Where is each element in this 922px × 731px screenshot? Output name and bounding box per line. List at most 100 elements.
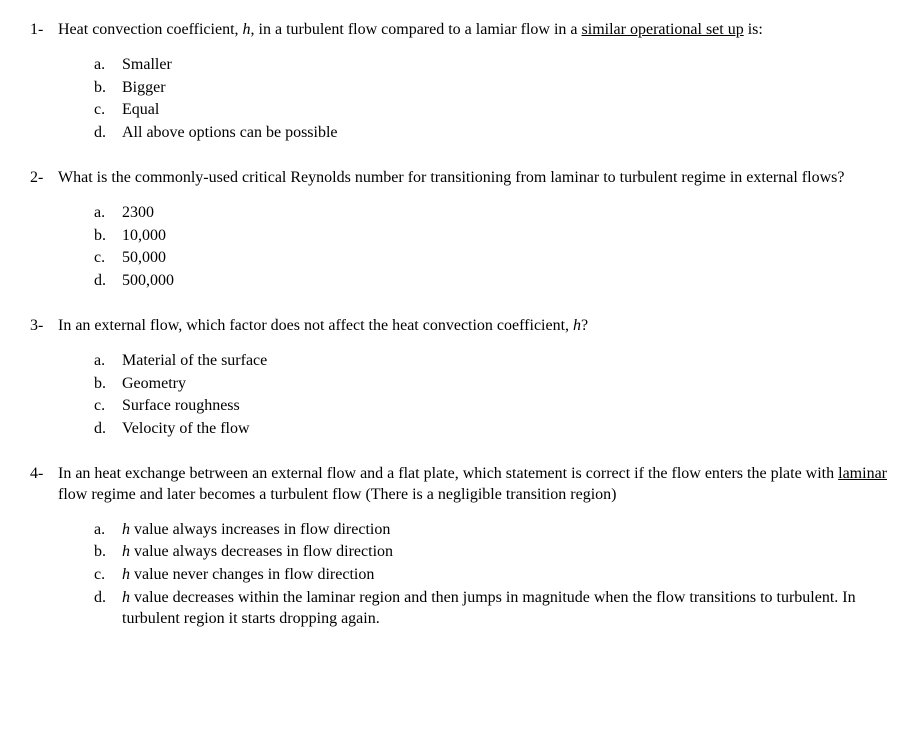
- options-list: a.Material of the surfaceb.Geometryc.Sur…: [94, 351, 892, 440]
- option-row: c.h value never changes in flow directio…: [94, 565, 892, 586]
- text-part: laminar: [838, 465, 887, 482]
- option-letter: a.: [94, 203, 122, 224]
- text-part: Smaller: [122, 56, 172, 73]
- question-text: What is the commonly-used critical Reyno…: [58, 168, 892, 189]
- text-part: value decreases within the laminar regio…: [122, 589, 856, 627]
- option-text: h value always increases in flow directi…: [122, 520, 892, 541]
- text-part: h: [122, 589, 130, 606]
- question: 4-In an heat exchange betrween an extern…: [30, 464, 892, 630]
- option-letter: a.: [94, 351, 122, 372]
- text-part: similar operational set up: [582, 21, 744, 38]
- question-text: In an external flow, which factor does n…: [58, 316, 892, 337]
- option-letter: b.: [94, 78, 122, 99]
- text-part: 500,000: [122, 272, 174, 289]
- option-letter: d.: [94, 588, 122, 609]
- option-row: b.h value always decreases in flow direc…: [94, 542, 892, 563]
- question-number: 4-: [30, 464, 58, 485]
- option-letter: d.: [94, 123, 122, 144]
- option-row: d.All above options can be possible: [94, 123, 892, 144]
- text-part: Geometry: [122, 375, 186, 392]
- option-text: Bigger: [122, 78, 892, 99]
- text-part: In an external flow, which factor does n…: [58, 317, 573, 334]
- text-part: In an heat exchange betrween an external…: [58, 465, 838, 482]
- option-row: c.50,000: [94, 248, 892, 269]
- question-list: 1-Heat convection coefficient, h, in a t…: [30, 20, 892, 630]
- text-part: value always decreases in flow direction: [130, 543, 393, 560]
- text-part: value never changes in flow direction: [130, 566, 374, 583]
- option-row: d.h value decreases within the laminar r…: [94, 588, 892, 630]
- option-text: Smaller: [122, 55, 892, 76]
- option-text: 10,000: [122, 226, 892, 247]
- option-text: h value never changes in flow direction: [122, 565, 892, 586]
- option-letter: d.: [94, 271, 122, 292]
- option-letter: a.: [94, 55, 122, 76]
- option-letter: a.: [94, 520, 122, 541]
- option-row: c.Surface roughness: [94, 396, 892, 417]
- option-row: d.Velocity of the flow: [94, 419, 892, 440]
- option-text: All above options can be possible: [122, 123, 892, 144]
- text-part: 50,000: [122, 249, 166, 266]
- question-text: Heat convection coefficient, h, in a tur…: [58, 20, 892, 41]
- question-number: 3-: [30, 316, 58, 337]
- option-text: h value decreases within the laminar reg…: [122, 588, 892, 630]
- option-text: Equal: [122, 100, 892, 121]
- option-row: c.Equal: [94, 100, 892, 121]
- question-text: In an heat exchange betrween an external…: [58, 464, 892, 506]
- question-row: 2-What is the commonly-used critical Rey…: [30, 168, 892, 189]
- option-letter: c.: [94, 396, 122, 417]
- question: 2-What is the commonly-used critical Rey…: [30, 168, 892, 292]
- text-part: Heat convection coefficient,: [58, 21, 243, 38]
- option-text: 2300: [122, 203, 892, 224]
- option-letter: d.: [94, 419, 122, 440]
- text-part: 10,000: [122, 227, 166, 244]
- options-list: a.h value always increases in flow direc…: [94, 520, 892, 630]
- text-part: ?: [581, 317, 588, 334]
- option-text: 500,000: [122, 271, 892, 292]
- option-text: Velocity of the flow: [122, 419, 892, 440]
- option-row: a.Smaller: [94, 55, 892, 76]
- text-part: flow regime and later becomes a turbulen…: [58, 486, 616, 503]
- text-part: Material of the surface: [122, 352, 267, 369]
- question: 3-In an external flow, which factor does…: [30, 316, 892, 440]
- text-part: Bigger: [122, 79, 166, 96]
- text-part: Velocity of the flow: [122, 420, 250, 437]
- option-row: b.10,000: [94, 226, 892, 247]
- option-letter: c.: [94, 248, 122, 269]
- option-letter: c.: [94, 565, 122, 586]
- question-number: 2-: [30, 168, 58, 189]
- options-list: a.Smallerb.Biggerc.Equald.All above opti…: [94, 55, 892, 144]
- text-part: What is the commonly-used critical Reyno…: [58, 169, 844, 186]
- text-part: All above options can be possible: [122, 124, 338, 141]
- text-part: value always increases in flow direction: [130, 521, 390, 538]
- question-row: 3-In an external flow, which factor does…: [30, 316, 892, 337]
- question-row: 1-Heat convection coefficient, h, in a t…: [30, 20, 892, 41]
- question-row: 4-In an heat exchange betrween an extern…: [30, 464, 892, 506]
- option-row: a.Material of the surface: [94, 351, 892, 372]
- option-letter: b.: [94, 542, 122, 563]
- option-text: Surface roughness: [122, 396, 892, 417]
- text-part: h: [243, 21, 251, 38]
- text-part: Surface roughness: [122, 397, 240, 414]
- text-part: h: [122, 521, 130, 538]
- text-part: 2300: [122, 204, 154, 221]
- text-part: h: [573, 317, 581, 334]
- option-row: a.2300: [94, 203, 892, 224]
- option-row: b.Bigger: [94, 78, 892, 99]
- option-text: Geometry: [122, 374, 892, 395]
- option-text: 50,000: [122, 248, 892, 269]
- question: 1-Heat convection coefficient, h, in a t…: [30, 20, 892, 144]
- options-list: a.2300b.10,000c.50,000d.500,000: [94, 203, 892, 292]
- text-part: h: [122, 566, 130, 583]
- option-row: a.h value always increases in flow direc…: [94, 520, 892, 541]
- option-row: d.500,000: [94, 271, 892, 292]
- question-number: 1-: [30, 20, 58, 41]
- option-row: b.Geometry: [94, 374, 892, 395]
- option-letter: c.: [94, 100, 122, 121]
- text-part: is:: [744, 21, 763, 38]
- option-letter: b.: [94, 374, 122, 395]
- text-part: h: [122, 543, 130, 560]
- text-part: , in a turbulent flow compared to a lami…: [251, 21, 582, 38]
- option-text: Material of the surface: [122, 351, 892, 372]
- option-letter: b.: [94, 226, 122, 247]
- text-part: Equal: [122, 101, 159, 118]
